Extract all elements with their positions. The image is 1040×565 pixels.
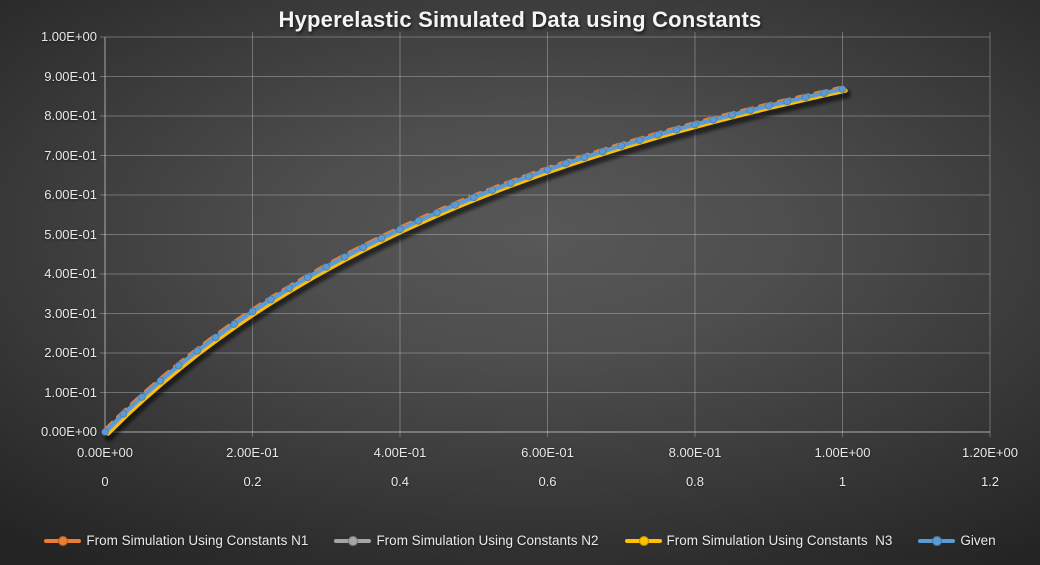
given-data-marker[interactable] bbox=[156, 376, 165, 385]
legend-label: From Simulation Using Constants N2 bbox=[376, 533, 599, 548]
legend-series-marker-icon bbox=[334, 535, 372, 546]
given-data-marker[interactable] bbox=[285, 284, 294, 293]
y-tick-label: 2.00E-01 bbox=[44, 345, 97, 360]
series-n2-line[interactable] bbox=[104, 87, 846, 434]
given-data-marker[interactable] bbox=[691, 120, 699, 129]
legend-series-marker-icon bbox=[44, 535, 82, 546]
y-tick-label: 7.00E-01 bbox=[44, 147, 97, 163]
y-tick-label: 3.00E-01 bbox=[44, 305, 97, 321]
given-data-marker[interactable] bbox=[709, 115, 718, 124]
x-tick-label-scientific: 2.00E-01 bbox=[226, 445, 279, 460]
legend: From Simulation Using Constants N1 From S… bbox=[0, 533, 1040, 548]
legend-item-given[interactable]: Given bbox=[918, 533, 996, 548]
y-tick-label: 5.00E-01 bbox=[44, 226, 97, 242]
x-tick-label-scientific: 1.00E+00 bbox=[814, 445, 871, 460]
given-data-marker[interactable] bbox=[211, 333, 220, 342]
legend-dot-swatch bbox=[932, 535, 943, 546]
x-tick-label-scientific: 8.00E-01 bbox=[668, 445, 722, 460]
given-data-marker[interactable] bbox=[838, 85, 847, 93]
y-tick-label: 8.00E-01 bbox=[44, 108, 97, 123]
given-data-marker[interactable] bbox=[820, 89, 828, 97]
given-data-marker[interactable] bbox=[525, 172, 533, 181]
given-data-marker[interactable] bbox=[580, 153, 589, 162]
y-tick-label: 9.00E-01 bbox=[44, 68, 97, 84]
y-tick-label: 1.00E+00 bbox=[40, 29, 97, 44]
x-tick-label-decimal: 0.8 bbox=[685, 474, 705, 489]
given-data-marker[interactable] bbox=[654, 130, 662, 139]
x-tick-label-scientific: 1.20E+00 bbox=[961, 445, 1019, 460]
series-n3-line[interactable] bbox=[105, 88, 848, 436]
x-tick-label-decimal: 1 bbox=[838, 474, 847, 489]
given-data-marker[interactable] bbox=[174, 361, 183, 370]
x-tick-label-scientific: 6.00E-01 bbox=[521, 445, 574, 460]
series-given-line[interactable] bbox=[103, 87, 845, 434]
given-data-marker[interactable] bbox=[469, 193, 478, 202]
given-data-marker[interactable] bbox=[506, 179, 515, 188]
given-data-marker[interactable] bbox=[746, 106, 755, 115]
curve-shadow bbox=[104, 89, 851, 442]
legend-item-n3[interactable]: From Simulation Using Constants N3 bbox=[624, 533, 893, 548]
given-data-marker[interactable] bbox=[432, 208, 441, 217]
legend-series-marker-icon bbox=[624, 535, 662, 546]
x-tick-label-decimal: 1.2 bbox=[980, 474, 1000, 489]
given-data-marker[interactable] bbox=[635, 136, 644, 145]
given-data-marker[interactable] bbox=[359, 243, 368, 252]
given-data-marker[interactable] bbox=[562, 159, 570, 168]
y-tick-label: 1.00E-01 bbox=[44, 384, 97, 400]
given-data-marker[interactable] bbox=[119, 409, 128, 418]
y-tick-label: 4.00E-01 bbox=[44, 266, 97, 281]
given-data-marker[interactable] bbox=[488, 186, 497, 195]
given-data-marker[interactable] bbox=[322, 262, 331, 271]
chart-title[interactable]: Hyperelastic Simulated Data using Consta… bbox=[278, 7, 762, 32]
x-tick-label-scientific: 0.00E+00 bbox=[76, 445, 134, 460]
legend-dot-swatch bbox=[638, 535, 649, 546]
given-data-marker[interactable] bbox=[801, 93, 810, 102]
given-data-marker[interactable] bbox=[598, 147, 607, 156]
x-tick-label-decimal: 0.6 bbox=[538, 474, 557, 489]
given-data-marker[interactable] bbox=[451, 200, 460, 209]
legend-dot-swatch bbox=[348, 535, 359, 546]
given-data-marker[interactable] bbox=[266, 295, 275, 304]
given-data-marker[interactable] bbox=[303, 273, 312, 282]
given-data-marker[interactable] bbox=[543, 165, 552, 174]
given-data-marker[interactable] bbox=[764, 101, 773, 110]
legend-label: Given bbox=[960, 533, 996, 548]
given-data-marker[interactable] bbox=[193, 346, 202, 355]
given-data-marker[interactable] bbox=[617, 141, 626, 150]
legend-label: From Simulation Using Constants N1 bbox=[86, 533, 309, 548]
given-data-marker[interactable] bbox=[230, 320, 239, 328]
x-tick-label-decimal: 0.2 bbox=[243, 474, 262, 489]
legend-series-marker-icon bbox=[918, 535, 956, 546]
given-data-marker[interactable] bbox=[248, 307, 257, 316]
given-data-marker[interactable] bbox=[377, 234, 386, 243]
y-tick-label: 0.00E+00 bbox=[40, 424, 97, 439]
given-data-marker[interactable] bbox=[783, 97, 792, 106]
series-n1-line[interactable] bbox=[102, 85, 844, 433]
given-data-marker[interactable] bbox=[137, 392, 146, 401]
given-data-marker[interactable] bbox=[728, 111, 736, 119]
legend-item-n2[interactable]: From Simulation Using Constants N2 bbox=[334, 533, 599, 548]
legend-label: From Simulation Using Constants N3 bbox=[666, 533, 893, 548]
given-data-marker[interactable] bbox=[340, 252, 349, 261]
given-data-marker[interactable] bbox=[672, 125, 681, 134]
x-tick-label-scientific: 4.00E-01 bbox=[373, 445, 427, 460]
legend-item-n1[interactable]: From Simulation Using Constants N1 bbox=[44, 533, 308, 548]
given-data-marker[interactable] bbox=[414, 216, 423, 225]
legend-dot-swatch bbox=[58, 535, 69, 546]
given-data-marker[interactable] bbox=[101, 428, 109, 436]
x-tick-label-decimal: 0 bbox=[101, 474, 109, 489]
y-tick-label: 6.00E-01 bbox=[44, 187, 97, 202]
given-data-marker[interactable] bbox=[396, 225, 404, 234]
x-tick-label-decimal: 0.4 bbox=[390, 474, 410, 489]
